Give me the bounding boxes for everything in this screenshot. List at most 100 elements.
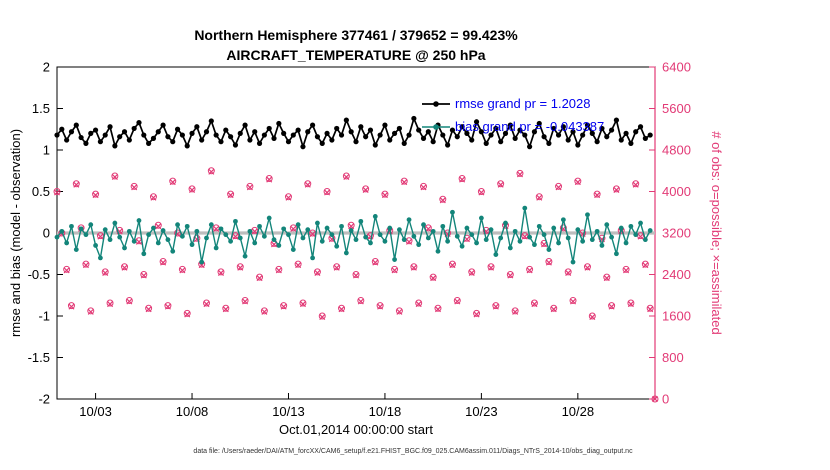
rmse-marker	[228, 134, 234, 140]
rmse-marker	[92, 127, 99, 133]
obs_assimilated-marker	[242, 298, 249, 305]
obs_possible-marker	[333, 263, 341, 271]
obs_assimilated-marker	[439, 197, 446, 204]
rmse-marker	[420, 135, 427, 141]
obs_possible-marker	[347, 221, 355, 229]
bias-marker	[454, 233, 460, 239]
rmse-marker	[208, 118, 214, 124]
bias-marker	[406, 217, 412, 223]
obs_possible-marker	[294, 260, 302, 268]
obs_assimilated-marker	[227, 192, 234, 199]
obs_assimilated-marker	[343, 173, 350, 180]
obs_assimilated-marker	[131, 184, 138, 191]
obs_assimilated-marker	[478, 189, 485, 196]
rmse-marker	[136, 120, 142, 126]
obs_possible-marker	[121, 263, 129, 271]
rmse-marker	[367, 127, 374, 133]
rmse-marker	[594, 139, 600, 145]
obs_assimilated-marker	[121, 264, 128, 271]
obs_possible-marker	[622, 265, 630, 273]
obs_possible-marker	[395, 307, 403, 315]
obs_assimilated-marker	[410, 264, 417, 271]
obs_possible-marker	[468, 268, 476, 276]
obs_assimilated-marker	[642, 262, 649, 269]
obs_possible-marker	[651, 395, 659, 403]
bias-marker	[478, 215, 484, 221]
bias-marker	[122, 245, 127, 251]
plot-data-layer: 2 1.5 1 0.5 0 -0.5 -1 -1.5 -2 6400 5600 4800 4000 320…	[28, 60, 691, 420]
rmse-marker	[507, 122, 513, 128]
obs_possible-marker	[323, 188, 331, 195]
obs_assimilated-marker	[352, 272, 360, 279]
obs_assimilated-marker	[68, 303, 75, 310]
bias-marker	[189, 242, 195, 248]
bias-marker	[228, 238, 234, 244]
bias-marker	[136, 218, 142, 223]
bias-marker	[498, 235, 504, 241]
obs_possible-marker	[487, 263, 495, 271]
rmse-marker	[358, 124, 364, 130]
obs_assimilated-marker	[468, 269, 475, 276]
bias-marker	[266, 215, 272, 221]
obs_assimilated-marker	[391, 267, 398, 274]
bias-marker	[493, 252, 499, 257]
bias-marker	[329, 232, 335, 238]
obs_assimilated-marker	[213, 225, 220, 232]
rmse-marker	[637, 124, 644, 130]
left-tick-label: 2	[43, 60, 50, 75]
obs_possible-marker	[516, 169, 524, 177]
obs_assimilated-marker	[627, 301, 634, 308]
bias-marker	[594, 228, 600, 234]
obs_possible-marker	[63, 265, 71, 273]
rmse-marker	[396, 125, 403, 132]
bias-marker	[194, 228, 200, 234]
obs_possible-marker	[410, 263, 418, 271]
bias-marker	[551, 225, 557, 231]
obs_assimilated-marker	[246, 184, 253, 191]
right-tick-label: 5600	[662, 101, 691, 116]
obs_possible-marker	[400, 177, 408, 185]
bias-marker	[315, 220, 320, 226]
bias-marker	[83, 232, 89, 238]
rmse-marker	[54, 132, 60, 138]
obs_assimilated-marker	[526, 267, 533, 274]
rmse-marker	[565, 137, 571, 143]
bias-marker	[64, 240, 70, 246]
obs_possible-marker	[530, 299, 538, 307]
series-rmse	[54, 115, 653, 150]
obs_assimilated-marker	[531, 301, 538, 308]
obs_assimilated-marker	[169, 179, 176, 186]
rmse-marker	[112, 143, 118, 149]
bias-marker	[556, 240, 561, 246]
obs_assimilated-marker	[193, 236, 200, 243]
obs_possible-marker	[289, 224, 297, 232]
obs_possible-marker	[260, 307, 268, 315]
obs_possible-marker	[535, 193, 543, 201]
bias-marker	[546, 247, 552, 253]
right-tick-label: 6400	[662, 60, 691, 75]
obs_assimilated-marker	[145, 306, 152, 313]
obs_assimilated-marker	[102, 269, 109, 276]
bias-marker	[98, 255, 103, 261]
obs_assimilated-marker	[333, 264, 340, 271]
obs_possible-marker	[391, 265, 399, 273]
bias-marker	[599, 243, 605, 248]
rmse-marker	[401, 140, 407, 146]
rmse-marker	[628, 140, 634, 146]
rmse-marker	[146, 140, 152, 146]
bias-marker	[435, 248, 441, 254]
obs_assimilated-marker	[516, 171, 523, 178]
bias-marker	[204, 235, 209, 241]
rmse-marker	[68, 129, 75, 135]
left-tick-label: -1.5	[28, 350, 50, 365]
bias-marker	[223, 232, 229, 238]
obs_possible-marker	[415, 299, 423, 307]
rmse-marker	[575, 142, 581, 148]
x-tick-label: 10/23	[465, 404, 498, 419]
rmse-marker	[155, 129, 161, 135]
obs_assimilated-marker	[584, 264, 591, 271]
bias-marker	[358, 218, 364, 224]
rmse-marker	[647, 132, 653, 138]
bias-marker	[165, 237, 171, 243]
obs_assimilated-marker	[290, 225, 297, 232]
